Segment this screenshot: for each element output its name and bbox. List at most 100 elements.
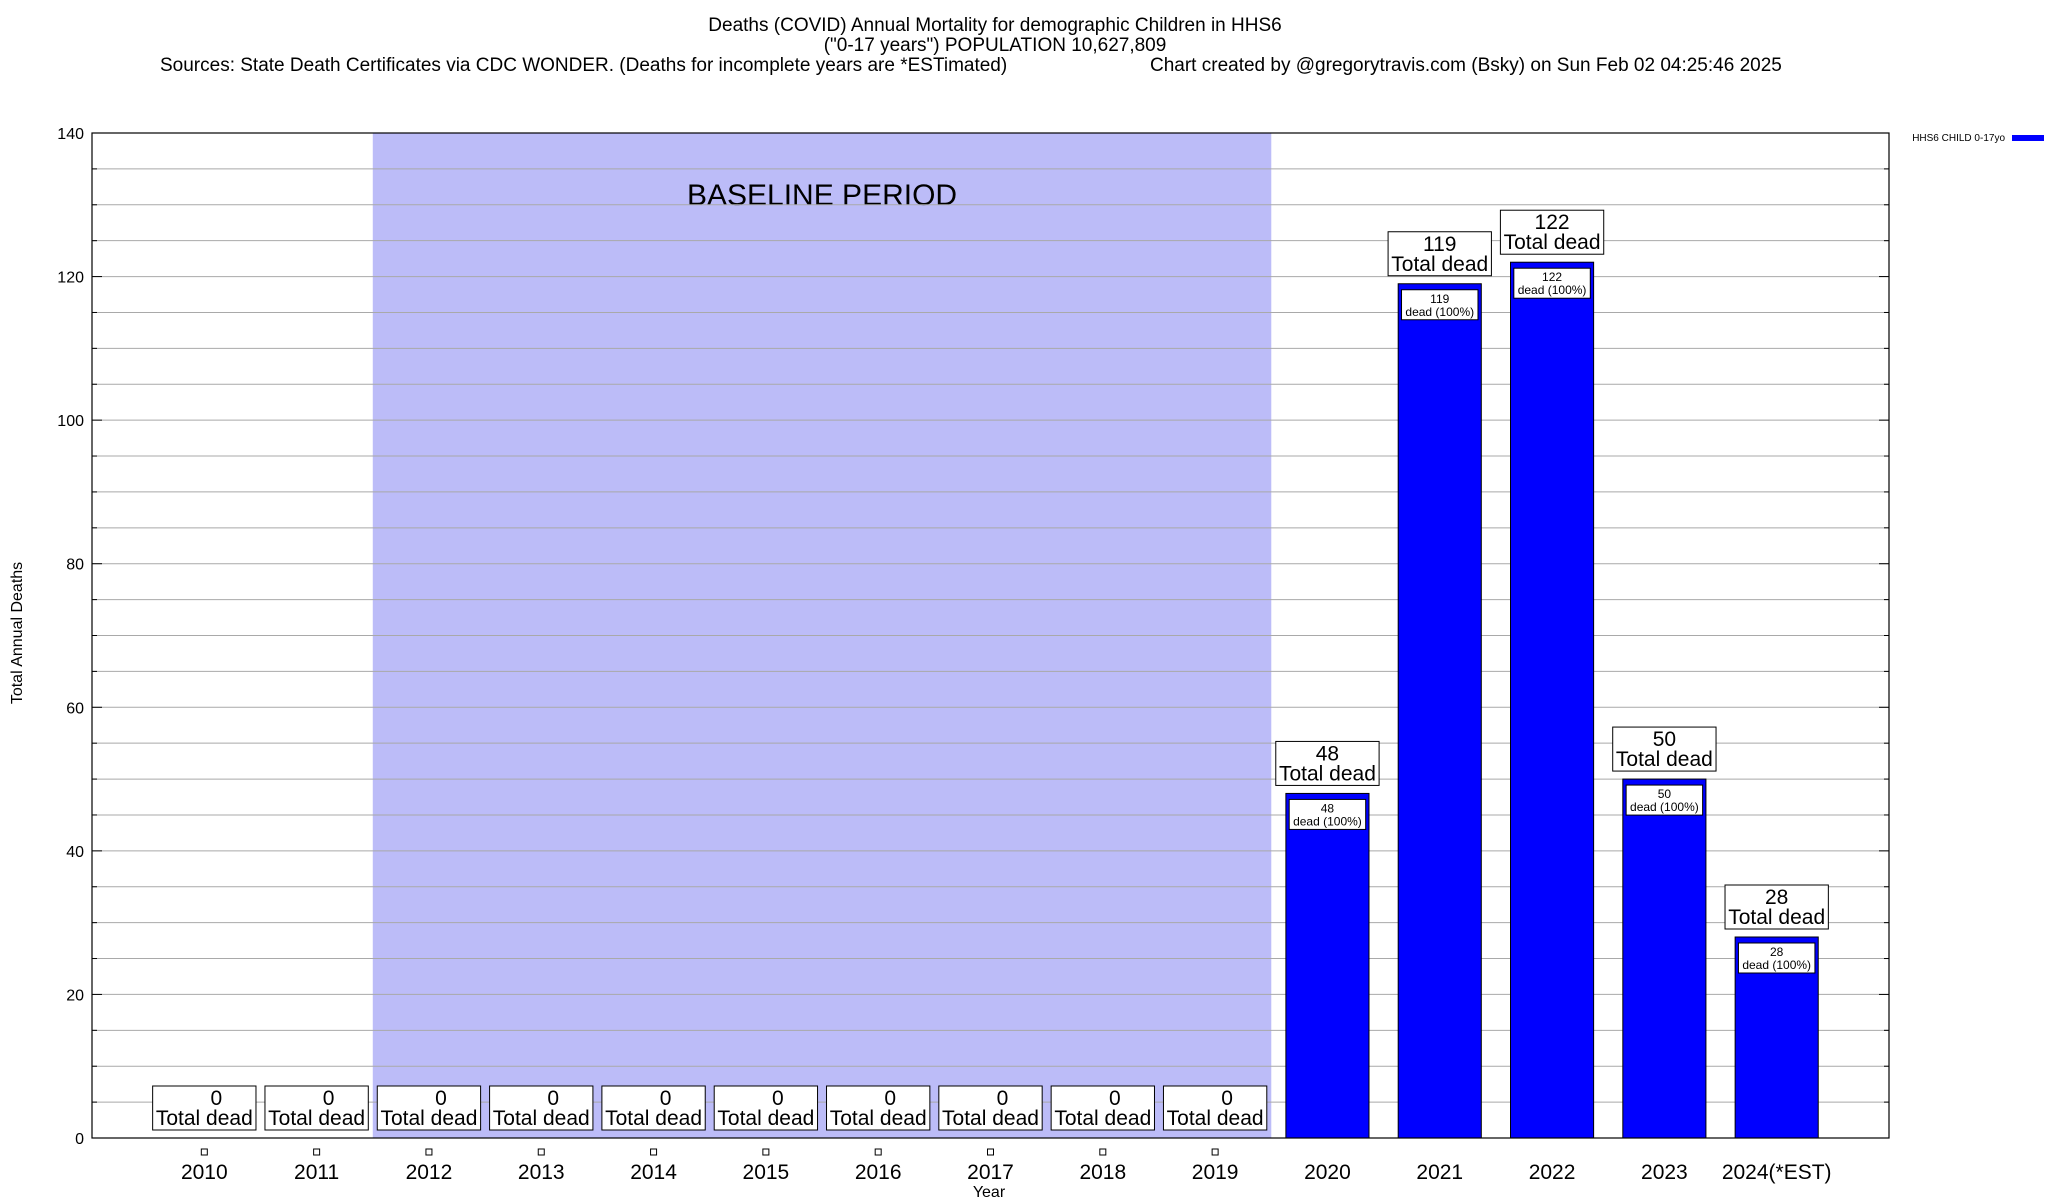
x-tick-label-2020: 2020 <box>1304 1161 1351 1184</box>
chart-source-note: Sources: State Death Certificates via CD… <box>160 55 1007 76</box>
chart-subtitle: ("0-17 years") POPULATION 10,627,809 <box>824 35 1167 56</box>
zero-marker-2018 <box>1099 1148 1107 1156</box>
total-value-2013: 0 <box>547 1087 559 1110</box>
total-caption-2013: Total dead <box>493 1107 590 1130</box>
total-caption-2011: Total dead <box>268 1107 365 1130</box>
x-axis-label: Year <box>973 1184 1006 1200</box>
bar-inner-value-2023: 50 <box>1658 787 1672 801</box>
zero-marker-2015 <box>762 1148 770 1156</box>
total-label-box-2014 <box>601 1085 706 1131</box>
total-value-2011: 0 <box>323 1087 335 1110</box>
zero-marker-2014 <box>650 1148 658 1156</box>
x-tick-label-2019: 2019 <box>1192 1161 1239 1184</box>
x-tick-label-2023: 2023 <box>1641 1161 1688 1184</box>
zero-marker-2013 <box>537 1148 545 1156</box>
total-value-2016: 0 <box>884 1087 896 1110</box>
total-label-box-2022 <box>1499 209 1605 255</box>
chart-credit-note: Chart created by @gregorytravis.com (Bsk… <box>1150 55 1782 76</box>
y-axis-label: Total Annual Deaths <box>9 562 26 704</box>
bar-inner-label-box-2022 <box>1513 267 1591 299</box>
total-label-box-2020 <box>1275 740 1380 786</box>
x-tick-label-2021: 2021 <box>1416 1161 1463 1184</box>
total-value-2018: 0 <box>1109 1087 1121 1110</box>
x-tick-label-2022: 2022 <box>1529 1161 1576 1184</box>
total-caption-2020: Total dead <box>1279 762 1376 785</box>
bar-inner-label-box-2020 <box>1288 798 1367 830</box>
y-tick-label-40: 40 <box>66 844 84 861</box>
legend-swatch <box>2012 135 2044 141</box>
total-value-2020: 48 <box>1316 742 1339 765</box>
total-label-box-2016 <box>826 1085 931 1131</box>
total-caption-2010: Total dead <box>156 1107 253 1130</box>
bar-2023 <box>1622 778 1707 1139</box>
x-tick-label-2010: 2010 <box>181 1161 228 1184</box>
total-caption-2024(*EST): Total dead <box>1728 906 1825 929</box>
total-value-2019: 0 <box>1221 1087 1233 1110</box>
total-value-2012: 0 <box>435 1087 447 1110</box>
total-label-box-2013 <box>489 1085 594 1131</box>
y-tick-label-100: 100 <box>57 413 84 430</box>
total-label-box-2012 <box>376 1085 482 1131</box>
bar-inner-value-2021: 119 <box>1430 292 1449 306</box>
total-caption-2017: Total dead <box>942 1107 1039 1130</box>
bar-inner-value-2024(*EST): 28 <box>1770 945 1784 959</box>
total-label-box-2015 <box>713 1085 819 1131</box>
y-tick-label-0: 0 <box>75 1131 84 1148</box>
total-caption-2023: Total dead <box>1616 748 1713 771</box>
y-tick-label-120: 120 <box>57 270 84 287</box>
bar-2022 <box>1510 261 1595 1139</box>
baseline-period-label: BASELINE PERIOD <box>687 179 957 212</box>
total-value-2021: 119 <box>1423 233 1456 256</box>
total-caption-2014: Total dead <box>605 1107 702 1130</box>
total-caption-2012: Total dead <box>380 1107 477 1130</box>
bar-2021 <box>1397 283 1482 1139</box>
zero-marker-2010 <box>200 1148 208 1156</box>
total-caption-2019: Total dead <box>1167 1107 1264 1130</box>
total-value-2023: 50 <box>1653 728 1676 751</box>
zero-marker-2019 <box>1211 1148 1219 1156</box>
x-tick-label-2018: 2018 <box>1079 1161 1126 1184</box>
bar-inner-caption-2024(*EST): dead (100%) <box>1742 958 1811 972</box>
total-caption-2015: Total dead <box>717 1107 814 1130</box>
x-tick-label-2012: 2012 <box>406 1161 453 1184</box>
bar-inner-caption-2023: dead (100%) <box>1630 800 1699 814</box>
x-tick-label-2016: 2016 <box>855 1161 902 1184</box>
total-caption-2021: Total dead <box>1391 253 1488 276</box>
y-tick-label-60: 60 <box>66 700 84 717</box>
total-label-box-2017 <box>938 1085 1043 1131</box>
bar-inner-caption-2022: dead (100%) <box>1518 283 1587 297</box>
y-tick-label-140: 140 <box>57 126 84 143</box>
x-tick-label-2014: 2014 <box>630 1161 677 1184</box>
total-label-box-2019 <box>1162 1085 1268 1131</box>
bar-inner-label-box-2023 <box>1625 784 1704 816</box>
total-value-2010: 0 <box>210 1087 222 1110</box>
y-tick-label-20: 20 <box>66 987 84 1004</box>
x-tick-label-2013: 2013 <box>518 1161 565 1184</box>
total-label-box-2011 <box>264 1085 369 1131</box>
bar-inner-value-2020: 48 <box>1321 801 1335 815</box>
total-caption-2016: Total dead <box>830 1107 927 1130</box>
total-value-2015: 0 <box>772 1087 784 1110</box>
total-value-2022: 122 <box>1535 211 1570 234</box>
y-tick-label-80: 80 <box>66 557 84 574</box>
bar-inner-value-2022: 122 <box>1542 270 1562 284</box>
legend: HHS6 CHILD 0-17yo <box>1912 133 2044 144</box>
zero-marker-2011 <box>313 1148 321 1156</box>
total-value-2024(*EST): 28 <box>1765 886 1788 909</box>
total-label-box-2024(*EST) <box>1724 884 1829 930</box>
total-caption-2022: Total dead <box>1504 231 1601 254</box>
bar-inner-caption-2021: dead (100%) <box>1405 305 1474 319</box>
total-label-box-2018 <box>1050 1085 1155 1131</box>
legend-label: HHS6 CHILD 0-17yo <box>1912 133 2005 144</box>
x-tick-label-2017: 2017 <box>967 1161 1014 1184</box>
total-label-box-2021 <box>1387 231 1492 277</box>
total-caption-2018: Total dead <box>1054 1107 1151 1130</box>
zero-marker-2012 <box>425 1148 433 1156</box>
zero-marker-2017 <box>987 1148 994 1156</box>
total-value-2017: 0 <box>997 1087 1009 1110</box>
total-label-box-2010 <box>152 1085 257 1131</box>
zero-marker-2016 <box>874 1148 882 1156</box>
bar-inner-label-box-2024(*EST) <box>1737 942 1816 974</box>
bar-inner-label-box-2021 <box>1401 289 1479 321</box>
